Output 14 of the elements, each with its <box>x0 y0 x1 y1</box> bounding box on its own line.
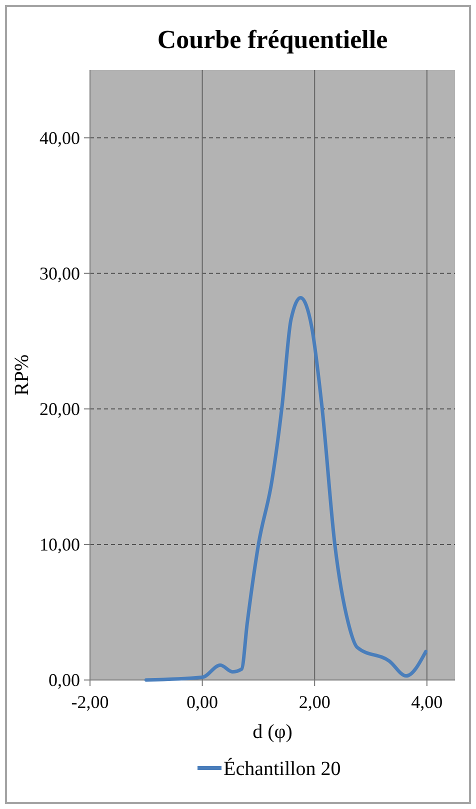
y-tick-label: 0,00 <box>48 670 80 690</box>
x-tick-label: 4,00 <box>411 692 443 712</box>
y-tick-label: 20,00 <box>40 398 80 419</box>
x-axis-title: d (φ) <box>252 721 292 743</box>
x-tick-label: -2,00 <box>71 692 109 712</box>
y-tick-label: 40,00 <box>40 128 80 148</box>
line-series <box>144 296 428 682</box>
y-tick-label: 30,00 <box>40 263 80 284</box>
x-tick-label: 0,00 <box>186 692 218 712</box>
y-axis-title: RP% <box>11 354 33 396</box>
x-tick-label: 2,00 <box>298 692 330 712</box>
y-tick-label: 10,00 <box>40 534 80 554</box>
legend-label: Échantillon 20 <box>224 757 341 780</box>
chart-title: Courbe fréquentielle <box>157 25 388 54</box>
